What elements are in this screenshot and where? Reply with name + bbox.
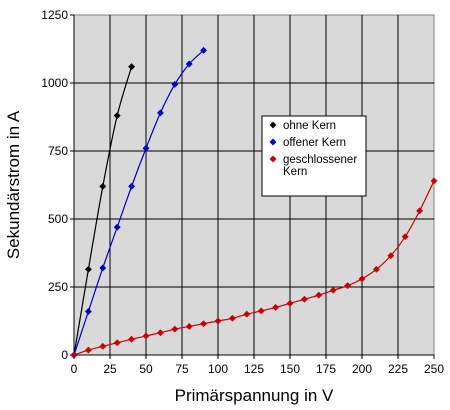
data-point [416, 207, 424, 215]
x-tick-label: 0 [71, 362, 78, 376]
x-tick-labels: 0 25 50 75 100 125 150 175 200 225 250 [71, 362, 445, 376]
legend-label: Kern [283, 166, 307, 178]
data-point [387, 252, 395, 260]
data-point [329, 286, 337, 294]
x-tick-label: 150 [280, 362, 300, 376]
data-point [84, 307, 92, 316]
data-point [84, 265, 92, 273]
data-point [156, 109, 164, 117]
y-tick-label: 0 [61, 348, 68, 362]
y-axis-title: Sekundärstrom in A [4, 110, 23, 259]
y-tick-labels: 0 250 500 750 1000 1250 [41, 8, 68, 362]
data-point [171, 80, 179, 88]
legend-label: ohne Kern [283, 120, 336, 132]
data-point [200, 46, 208, 54]
data-point [156, 329, 164, 337]
data-point [200, 320, 208, 328]
data-point [401, 233, 409, 241]
x-tick-label: 100 [208, 362, 228, 376]
series-group [70, 46, 438, 359]
series-3 [70, 177, 438, 359]
data-point [128, 63, 136, 71]
series-line [73, 66, 133, 356]
data-point [99, 264, 107, 272]
y-tick-label: 750 [48, 144, 68, 158]
data-point [214, 317, 222, 325]
y-tick-label: 1000 [41, 76, 68, 90]
x-axis-title: Primärspannung in V [175, 386, 334, 405]
data-point [99, 342, 107, 350]
data-point [128, 335, 136, 343]
data-point [99, 182, 107, 190]
y-tick-label: 500 [48, 212, 68, 226]
data-point [142, 332, 150, 340]
data-point [300, 295, 308, 303]
data-point [430, 177, 438, 185]
legend-label: offener Kern [283, 137, 346, 149]
data-point [113, 112, 121, 120]
y-tick-label: 1250 [41, 8, 68, 22]
data-point [315, 291, 323, 299]
x-tick-label: 25 [103, 362, 117, 376]
x-tick-label: 200 [352, 362, 372, 376]
legend-marker [269, 155, 277, 163]
x-tick-label: 250 [424, 362, 444, 376]
data-point [142, 144, 150, 152]
series-line [73, 49, 205, 356]
legend-label: geschlossener [283, 154, 357, 166]
data-point [286, 299, 294, 307]
data-point [228, 314, 236, 322]
x-tick-label: 50 [139, 362, 153, 376]
y-tick-label: 250 [48, 280, 68, 294]
grid [70, 14, 435, 359]
data-point [372, 265, 380, 273]
data-point [113, 339, 121, 347]
data-point [257, 307, 265, 315]
x-tick-label: 175 [316, 362, 336, 376]
data-point [70, 351, 78, 359]
data-point [171, 325, 179, 333]
data-point [344, 282, 352, 290]
legend-box [261, 115, 367, 197]
data-point [358, 275, 366, 283]
legend-marker [269, 121, 277, 129]
legend-marker [269, 138, 277, 146]
data-point [272, 303, 280, 311]
data-point [128, 182, 136, 190]
x-tick-label: 125 [244, 362, 264, 376]
series-2 [70, 46, 208, 359]
data-point [243, 310, 251, 318]
data-point [185, 322, 193, 330]
data-point [84, 346, 92, 354]
x-tick-label: 75 [175, 362, 189, 376]
data-point [185, 60, 193, 68]
x-tick-label: 225 [388, 362, 408, 376]
data-point [113, 223, 121, 231]
